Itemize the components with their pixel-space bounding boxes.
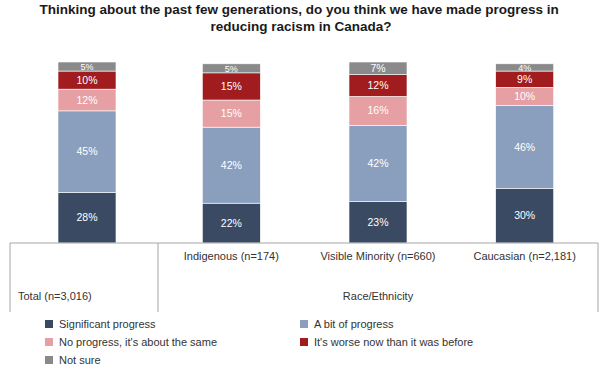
bar-segment [202, 64, 260, 73]
bar-segment [496, 105, 554, 188]
table-divider [10, 243, 11, 312]
data-label: 45% [76, 145, 97, 157]
data-label: 12% [367, 79, 388, 91]
bar-segment [496, 71, 554, 87]
bar-segment [349, 62, 407, 75]
data-label: 23% [367, 216, 388, 228]
bar-segment [202, 100, 260, 127]
table-divider [598, 243, 599, 312]
bar-segment [496, 87, 554, 105]
bar-segment [349, 75, 407, 97]
legend-swatch [300, 338, 308, 346]
bar-segment [496, 189, 554, 243]
legend-label: Not sure [59, 354, 101, 366]
data-label: 9% [517, 73, 532, 85]
data-label: 28% [76, 211, 97, 223]
legend-label: No progress, it's about the same [59, 336, 217, 348]
category-label: Indigenous (n=174) [184, 250, 279, 262]
legend-swatch [45, 356, 53, 364]
category-label: Visible Minority (n=660) [320, 250, 435, 262]
baseline [10, 243, 598, 244]
data-label: 5% [225, 64, 238, 74]
bar-segment [349, 96, 407, 125]
data-label: 22% [221, 217, 242, 229]
data-label: 46% [514, 141, 535, 153]
data-label: 15% [221, 80, 242, 92]
data-label: 42% [221, 159, 242, 171]
data-label: 15% [221, 107, 242, 119]
x-axis: Total (n=3,016) Indigenous (n=174) Visible… [18, 250, 576, 302]
title: Thinking about the past few generations,… [40, 2, 563, 34]
bars [58, 62, 554, 243]
data-labels: 28% 45% 12% 10% 5% 22% 42% 15% 15% 5% 23% 42% 16% 12%… [76, 62, 535, 229]
category-label: Caucasian (n=2,181) [473, 250, 575, 262]
bar-segment [349, 201, 407, 243]
data-label: 42% [367, 157, 388, 169]
table-divider [158, 243, 159, 312]
bar-segment [202, 73, 260, 100]
legend: Significant progress A bit of progress No … [45, 318, 473, 366]
data-label: 30% [514, 209, 535, 221]
data-label: 16% [367, 104, 388, 116]
legend-label: It's worse now than it was before [314, 336, 473, 348]
legend-swatch [45, 338, 53, 346]
legend-swatch [300, 320, 308, 328]
chart: Thinking about the past few generations,… [0, 0, 602, 386]
data-label: 12% [76, 94, 97, 106]
category-table [10, 243, 598, 312]
bar-segment [58, 111, 116, 192]
data-label: 4% [518, 63, 531, 73]
group-label: Race/Ethnicity [343, 290, 414, 302]
bar-segment [58, 71, 116, 89]
data-label: 5% [80, 62, 93, 72]
bar-segment [202, 127, 260, 203]
bar-segment [349, 125, 407, 201]
category-label: Total (n=3,016) [18, 290, 92, 302]
bar-segment [58, 62, 116, 71]
legend-label: A bit of progress [314, 318, 394, 330]
bar-segment [58, 192, 116, 243]
data-label: 10% [514, 90, 535, 102]
legend-swatch [45, 320, 53, 328]
data-label: 10% [76, 74, 97, 86]
data-label: 7% [370, 62, 385, 74]
bar-segment [202, 203, 260, 243]
legend-label: Significant progress [59, 318, 156, 330]
bar-segment [58, 89, 116, 111]
